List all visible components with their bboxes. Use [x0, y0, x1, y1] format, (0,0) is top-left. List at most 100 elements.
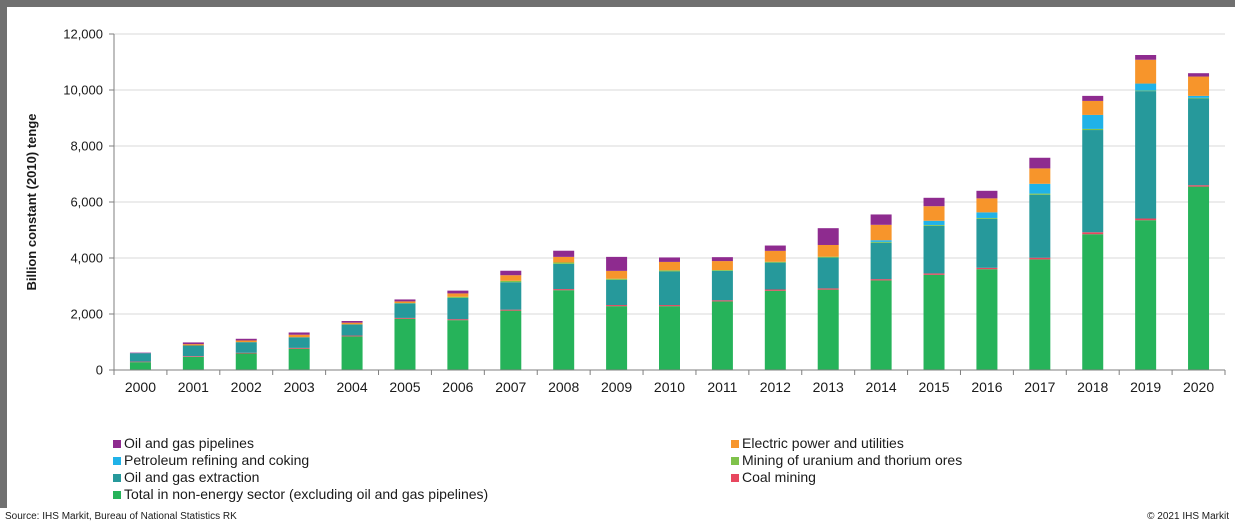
x-tick-label: 2018	[1077, 379, 1108, 395]
source-note: Source: IHS Markit, Bureau of National S…	[5, 511, 237, 522]
legend-label: Petroleum refining and coking	[124, 452, 310, 468]
bar-segment	[500, 282, 522, 310]
bar-segment	[817, 228, 839, 245]
bar-segment	[1029, 193, 1051, 195]
bar-stack-2020	[1188, 73, 1210, 370]
legend-label: Oil and gas extraction	[124, 469, 260, 485]
x-tick-label: 2010	[654, 379, 685, 395]
bars	[129, 55, 1210, 370]
bar-segment	[606, 256, 628, 271]
bar-stack-2016	[976, 190, 998, 370]
bar-segment	[129, 352, 151, 354]
legend-swatch	[113, 439, 121, 448]
bar-segment	[182, 344, 204, 346]
bar-segment	[447, 319, 469, 321]
bar-segment	[764, 262, 786, 290]
y-tick-label: 12,000	[63, 27, 103, 42]
bar-segment	[500, 275, 522, 281]
legend-item-uranium-thorium: Mining of uranium and thorium ores	[731, 452, 962, 469]
bar-segment	[764, 245, 786, 251]
bar-segment	[129, 361, 151, 363]
bar-stack-2018	[1082, 95, 1104, 370]
bar-segment	[659, 257, 680, 262]
bar-stack-2014	[870, 214, 892, 370]
bar-segment	[870, 280, 892, 370]
bar-segment	[976, 190, 998, 199]
bar-segment	[235, 342, 257, 353]
bar-segment	[129, 362, 151, 370]
bar-segment	[976, 269, 998, 370]
bar-stack-2007	[500, 270, 522, 370]
bar-segment	[235, 340, 257, 343]
bar-segment	[447, 293, 469, 297]
bar-segment	[1029, 183, 1051, 194]
legend-swatch	[731, 456, 739, 465]
bar-segment	[1082, 114, 1104, 129]
bar-segment	[923, 197, 945, 207]
bar-segment	[553, 256, 575, 263]
legend-swatch	[113, 490, 121, 499]
x-tick-label: 2008	[548, 379, 579, 395]
legend-item-oil-gas-pipelines: Oil and gas pipelines	[113, 435, 488, 452]
bar-segment	[1135, 91, 1157, 219]
bar-segment	[500, 280, 522, 283]
legend-swatch	[731, 473, 739, 482]
legend-left-column: Oil and gas pipelines Petroleum refining…	[113, 435, 488, 503]
bar-segment	[1135, 55, 1157, 60]
bar-segment	[606, 279, 628, 306]
bar-segment	[976, 218, 998, 268]
legend-swatch	[731, 439, 739, 448]
bar-segment	[1082, 100, 1104, 115]
bar-segment	[553, 290, 575, 370]
legend-swatch	[113, 473, 121, 482]
x-tick-label: 2013	[813, 379, 844, 395]
bar-segment	[1082, 234, 1104, 370]
bar-segment	[870, 241, 892, 243]
bar-segment	[1082, 95, 1104, 101]
bar-stack-2009	[606, 256, 628, 370]
bar-segment	[923, 225, 945, 274]
bar-segment	[341, 322, 363, 325]
bar-segment	[1029, 168, 1051, 184]
bar-segment	[1188, 185, 1210, 187]
bar-segment	[870, 240, 892, 242]
y-tick-label: 10,000	[63, 83, 103, 98]
bar-segment	[606, 278, 628, 280]
bar-stack-2000	[129, 352, 151, 370]
bar-stack-2011	[711, 257, 733, 370]
bar-stack-2005	[394, 299, 416, 370]
bar-segment	[341, 324, 363, 336]
bar-segment	[1082, 130, 1104, 233]
y-tick-label: 4,000	[70, 251, 103, 266]
x-tick-label: 2007	[495, 379, 526, 395]
y-tick-label: 0	[96, 363, 103, 378]
legend-label: Coal mining	[742, 469, 816, 485]
bar-segment	[1188, 76, 1210, 96]
bar-segment	[447, 290, 469, 294]
x-axis-ticks: 2000 2001 2002 2003 2004 2005 2006 2007 2008 2009…	[113, 369, 1226, 395]
bar-segment	[923, 206, 945, 221]
bar-segment	[870, 242, 892, 280]
bar-stack-2004	[341, 321, 363, 370]
bar-segment	[1135, 59, 1157, 84]
bar-segment	[500, 309, 522, 311]
x-tick-label: 2005	[389, 379, 420, 395]
bar-stack-2012	[764, 245, 786, 370]
top-border-rule	[0, 0, 1235, 7]
y-tick-label: 2,000	[70, 307, 103, 322]
bar-segment	[1188, 73, 1210, 77]
bar-segment	[553, 262, 575, 264]
bar-segment	[500, 270, 522, 276]
copyright-note: © 2021 IHS Markit	[1147, 511, 1229, 522]
bar-segment	[711, 300, 733, 302]
legend-item-non-energy-sector: Total in non-energy sector (excluding oi…	[113, 486, 488, 503]
bar-segment	[764, 250, 786, 262]
bar-segment	[764, 290, 786, 370]
bar-stack-2015	[923, 197, 945, 370]
bar-segment	[817, 289, 839, 370]
bar-segment	[659, 306, 680, 370]
bar-segment	[711, 301, 733, 370]
bar-segment	[182, 345, 204, 357]
bar-segment	[553, 250, 575, 257]
